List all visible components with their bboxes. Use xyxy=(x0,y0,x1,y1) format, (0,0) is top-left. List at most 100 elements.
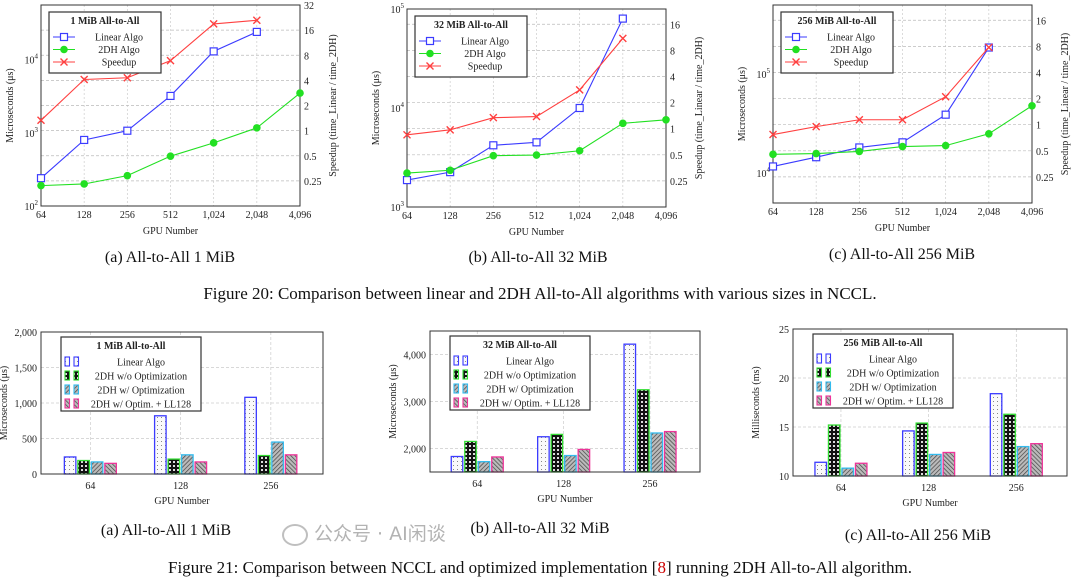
x-tick-label: 1,024 xyxy=(568,211,591,222)
y2-tick-label: 0.5 xyxy=(670,151,683,162)
tick-base: 10 xyxy=(391,5,401,16)
chart-5: 64 128 256 GPU Number 2,000 3,000 4,000 Microse… xyxy=(388,330,701,505)
fig21-subcaption-c: (c) All-to-All 256 MiB xyxy=(844,527,992,544)
legend-label: Speedup xyxy=(468,62,502,73)
bar xyxy=(244,396,257,475)
legend-label: 2DH w/ Optimization xyxy=(97,386,184,397)
data-point xyxy=(123,73,132,82)
fig20-subcaption-a: (a) All-to-All 1 MiB xyxy=(104,249,236,266)
bar xyxy=(915,422,929,477)
x-tick-label: 64 xyxy=(402,211,412,222)
legend-label: Linear Algo xyxy=(869,355,917,366)
legend-marker xyxy=(425,36,435,46)
data-point xyxy=(575,146,584,155)
x-tick-label: 128 xyxy=(809,207,824,218)
data-point xyxy=(855,147,864,156)
x-tick-label: 64 xyxy=(36,210,46,221)
x-tick-label: 64 xyxy=(836,483,846,494)
data-point xyxy=(166,152,175,160)
x-tick-label: 128 xyxy=(443,211,458,222)
y2-tick-label: 1 xyxy=(304,127,309,138)
x-tick-label: 1,024 xyxy=(202,210,225,221)
bar xyxy=(623,343,637,473)
chart-6: 64 128 256 GPU Number 10 15 20 25 Milliseconds (… xyxy=(751,325,1068,509)
chart-title: 32 MiB All-to-All xyxy=(434,20,508,31)
legend-box xyxy=(60,336,202,412)
plot-frame xyxy=(792,328,1068,477)
legend-marker xyxy=(59,32,69,42)
bar xyxy=(854,462,868,477)
legend-label: Speedup xyxy=(834,58,868,69)
bar xyxy=(650,432,664,473)
legend-swatch xyxy=(816,353,823,364)
x-tick-label: 256 xyxy=(263,481,278,492)
bar xyxy=(77,459,90,475)
y-tick-label: 105 xyxy=(391,2,405,16)
y2-axis-label: Speedup (time_Linear / time_2DH) xyxy=(694,37,705,179)
data-point xyxy=(209,139,218,147)
legend-label: 2DH w/ Optim. + LL128 xyxy=(480,399,580,410)
data-point xyxy=(80,75,89,84)
series-line-speedup xyxy=(406,38,624,136)
bar xyxy=(577,448,591,473)
bar xyxy=(564,454,577,473)
y-tick-label: 102 xyxy=(25,199,39,213)
data-point xyxy=(984,43,993,52)
series-line-linear-algo xyxy=(772,47,990,167)
fig21-subcaption-a: (a) All-to-All 1 MiB xyxy=(100,522,232,539)
data-point xyxy=(403,130,411,139)
y-tick-label: 103 xyxy=(25,126,39,140)
bar xyxy=(63,456,77,475)
legend-marker xyxy=(426,62,434,70)
y-tick-label: 25 xyxy=(779,325,789,336)
y2-tick-label: 0.25 xyxy=(670,177,688,188)
data-point xyxy=(252,27,261,37)
data-point xyxy=(36,174,46,183)
data-point xyxy=(532,112,541,121)
legend-swatch xyxy=(816,381,823,392)
x-axis-label: GPU Number xyxy=(143,226,199,237)
bar xyxy=(153,415,167,475)
legend-swatch xyxy=(73,398,80,409)
watermark: 公众号 · AI闲谈 xyxy=(282,519,446,546)
x-tick-label: 512 xyxy=(163,210,178,221)
legend-swatch xyxy=(825,395,832,406)
tick-exponent: 2 xyxy=(35,199,39,207)
x-tick-label: 4,096 xyxy=(1021,207,1044,218)
legend-label: 2DH Algo xyxy=(98,45,139,56)
x-tick-label: 256 xyxy=(120,210,135,221)
tick-base: 10 xyxy=(25,202,35,213)
y2-tick-label: 0.25 xyxy=(1036,173,1054,184)
data-point xyxy=(575,85,584,94)
x-tick-label: 2,048 xyxy=(612,211,635,222)
tick-exponent: 4 xyxy=(401,101,405,109)
data-point xyxy=(446,125,455,134)
legend-swatch xyxy=(825,367,832,378)
tick-exponent: 5 xyxy=(767,67,771,75)
bar xyxy=(550,433,564,473)
data-point xyxy=(402,175,412,185)
series-line-linear-algo xyxy=(40,31,258,179)
data-point xyxy=(855,115,864,124)
data-point xyxy=(812,149,820,158)
bar xyxy=(827,424,841,477)
fig20-subcaption-b: (b) All-to-All 32 MiB xyxy=(468,249,608,266)
citation-link[interactable]: 8 xyxy=(657,558,666,577)
tick-base: 10 xyxy=(757,169,767,180)
tick-exponent: 4 xyxy=(35,53,39,61)
data-point xyxy=(296,89,304,97)
legend-swatch xyxy=(64,370,71,381)
y2-tick-label: 2 xyxy=(304,102,309,113)
data-point xyxy=(1028,101,1036,110)
legend-swatch xyxy=(64,384,71,395)
y2-tick-label: 0.25 xyxy=(304,177,322,188)
y-tick-label: 3,000 xyxy=(404,398,427,409)
x-tick-label: 1,024 xyxy=(934,207,957,218)
y2-axis-label: Speedup (time_Linear / time_2DH) xyxy=(1060,33,1071,175)
legend-label: Linear Algo xyxy=(506,357,554,368)
bar xyxy=(1030,443,1043,477)
data-point xyxy=(985,130,993,138)
